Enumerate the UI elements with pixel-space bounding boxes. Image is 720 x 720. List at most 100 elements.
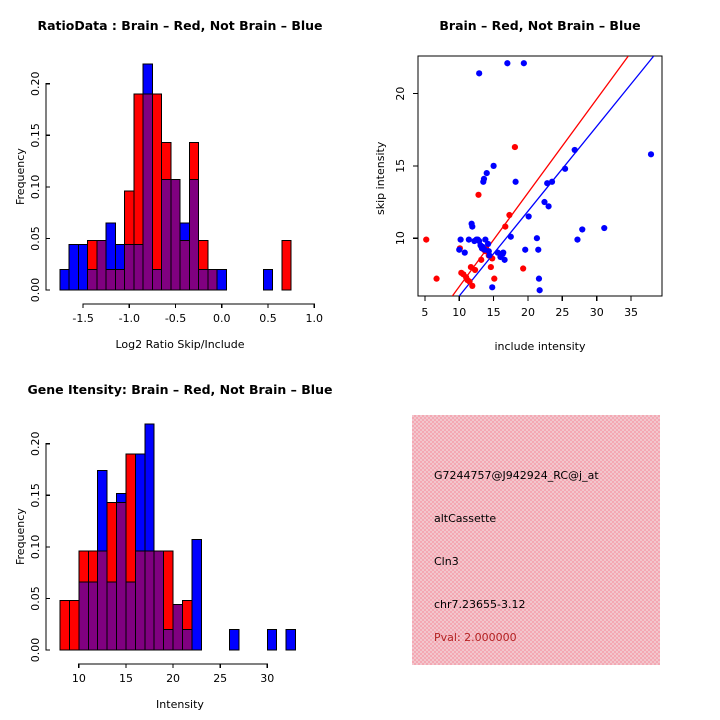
scatter-point xyxy=(471,266,479,274)
histogram-bar xyxy=(182,600,193,630)
histogram-bar-overlap xyxy=(97,550,108,651)
scatter-point xyxy=(489,284,496,291)
histogram-bar xyxy=(125,453,136,583)
histogram-bar-overlap xyxy=(142,93,153,291)
x-tick-label: 25 xyxy=(555,306,569,319)
scatter-point xyxy=(490,162,497,169)
info-probe-id: G7244757@J942924_RC@j_at xyxy=(434,469,599,482)
ratio-histogram-panel: RatioData : Brain – Red, Not Brain – Blu… xyxy=(0,0,360,360)
scatter-point xyxy=(579,226,586,233)
scatter-point xyxy=(491,275,498,282)
histogram-bar-overlap xyxy=(188,179,200,291)
histogram-bar xyxy=(262,268,274,291)
scatter-point xyxy=(500,249,507,256)
histogram-bar-overlap xyxy=(78,581,89,651)
histogram-bar-overlap xyxy=(172,604,183,651)
histogram-bar xyxy=(133,93,144,246)
y-tick-label: 0.15 xyxy=(29,483,42,508)
histogram-bar xyxy=(142,63,153,95)
histogram-bar xyxy=(134,453,146,552)
x-tick-label: 20 xyxy=(166,672,180,685)
histogram-bar-overlap xyxy=(125,581,136,651)
scatter-point xyxy=(520,60,527,67)
x-tick-label: 30 xyxy=(260,672,274,685)
histogram-bar xyxy=(77,244,89,291)
histogram-bar xyxy=(78,550,89,583)
y-tick-label: 0.05 xyxy=(29,226,42,251)
scatter-fit-line xyxy=(451,56,629,296)
histogram-bar xyxy=(188,142,200,181)
scatter-point xyxy=(525,213,532,220)
histogram-bar xyxy=(161,142,172,181)
x-tick-label: -1.5 xyxy=(72,312,93,325)
histogram-bar xyxy=(87,550,99,583)
y-tick-label: 10 xyxy=(394,231,407,245)
scatter-point xyxy=(561,165,569,172)
histogram-bar-overlap xyxy=(163,628,174,651)
scatter-point xyxy=(475,191,482,198)
scatter-point xyxy=(601,224,608,232)
gene-info-panel: G7244757@J942924_RC@j_at altCassette Cln… xyxy=(412,415,660,665)
scatter-point xyxy=(507,233,514,240)
histogram-bar xyxy=(198,240,209,270)
histogram-bar xyxy=(87,240,98,270)
x-tick-label: 35 xyxy=(624,306,638,319)
scatter-point xyxy=(501,256,508,263)
gene-intensity-histogram-title: Gene Itensity: Brain – Red, Not Brain – … xyxy=(27,382,333,397)
histogram-bar xyxy=(216,268,227,291)
scatter-point xyxy=(536,287,543,294)
histogram-bar-overlap xyxy=(106,581,118,651)
histogram-bar xyxy=(68,600,80,651)
gene-intensity-histogram-panel: Gene Itensity: Brain – Red, Not Brain – … xyxy=(0,360,360,720)
histogram-bar-overlap xyxy=(198,268,209,291)
histogram-bar xyxy=(124,190,135,246)
scatter-point xyxy=(533,235,541,242)
y-tick-label: 0.00 xyxy=(29,278,42,303)
scatter-content xyxy=(423,56,655,296)
scatter-point xyxy=(457,236,464,243)
histogram-bar-overlap xyxy=(161,179,172,291)
ratio-histogram-title: RatioData : Brain – Red, Not Brain – Blu… xyxy=(37,18,323,33)
scatter-point xyxy=(476,70,483,77)
histogram-bar-overlap xyxy=(134,550,146,651)
x-tick-label: 30 xyxy=(590,306,604,319)
y-tick-label: 0.15 xyxy=(29,123,42,148)
intensity-scatter-panel: Brain – Red, Not Brain – Blue 10 15 20 5 10 1… xyxy=(360,0,720,360)
gene-intensity-histogram-ylabel: Frequency xyxy=(14,508,27,565)
histogram-bar-overlap xyxy=(105,268,116,291)
histogram-bar-overlap xyxy=(207,268,218,291)
intensity-scatter-title: Brain – Red, Not Brain – Blue xyxy=(439,18,641,33)
x-tick-label: 0.0 xyxy=(213,312,231,325)
svg-gene-bars xyxy=(59,423,297,651)
y-tick-label: 0.05 xyxy=(29,586,42,611)
scatter-point xyxy=(522,246,529,253)
scatter-point xyxy=(504,60,511,67)
scatter-point xyxy=(544,180,551,187)
histogram-bar-overlap xyxy=(133,244,144,291)
histogram-bar-overlap xyxy=(151,268,163,291)
x-tick-label: 10 xyxy=(72,672,86,685)
histogram-bar xyxy=(59,600,70,651)
histogram-bar xyxy=(163,550,174,630)
x-tick-label: -0.5 xyxy=(165,312,186,325)
histogram-bar-overlap xyxy=(153,550,165,651)
scatter-point xyxy=(511,143,519,151)
y-tick-label: 0.00 xyxy=(29,638,42,663)
x-tick-label: -1.0 xyxy=(119,312,140,325)
gene-intensity-histogram-plot: 0.00 0.05 0.10 0.15 0.20 10 15 20 25 30 xyxy=(29,423,297,685)
histogram-bar xyxy=(116,492,127,504)
x-axis-line xyxy=(82,303,315,308)
y-tick-label: 15 xyxy=(394,159,407,173)
histogram-bar-overlap xyxy=(87,268,98,291)
scatter-plot-frame xyxy=(417,55,663,297)
histogram-bar-overlap xyxy=(114,268,126,291)
scatter-point xyxy=(478,256,485,263)
intensity-scatter-xlabel: include intensity xyxy=(494,340,586,353)
info-gene-symbol: Cln3 xyxy=(434,555,459,568)
scatter-point xyxy=(571,146,578,154)
scatter-point xyxy=(647,151,655,158)
histogram-bar-overlap xyxy=(87,581,99,651)
x-tick-label: 25 xyxy=(213,672,227,685)
scatter-point xyxy=(520,265,527,272)
scatter-point xyxy=(545,203,552,210)
